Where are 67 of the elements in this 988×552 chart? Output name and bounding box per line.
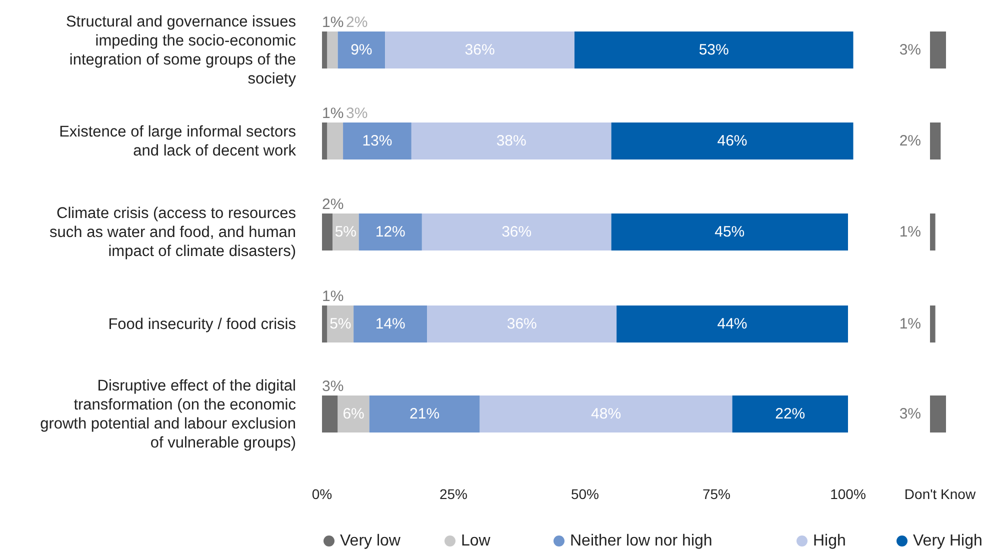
data-label: 2% <box>346 14 368 31</box>
data-label: 36% <box>506 316 537 332</box>
data-label: 1% <box>322 288 344 305</box>
data-label: 44% <box>717 316 748 332</box>
bar <box>327 32 338 68</box>
data-label: 3% <box>346 105 368 122</box>
data-label: 14% <box>375 316 406 332</box>
data-label: 3% <box>899 406 921 422</box>
data-label: 2% <box>899 132 921 150</box>
data-label: 3% <box>322 378 344 395</box>
x-tick-label: 50% <box>570 486 600 502</box>
bar <box>358 214 422 250</box>
bar <box>422 214 612 250</box>
data-label: 1% <box>899 316 921 332</box>
bar <box>322 396 338 432</box>
data-label: 22% <box>775 406 806 422</box>
bar <box>322 122 328 160</box>
bar <box>327 122 344 160</box>
legend-label: Very low <box>340 532 401 550</box>
data-label: 1% <box>322 14 344 31</box>
data-label: 9% <box>350 42 372 58</box>
legend-label: Very High <box>913 532 982 550</box>
bar <box>611 214 848 250</box>
data-label: 3% <box>899 42 921 58</box>
x-tick-label: 75% <box>702 486 731 502</box>
bar <box>322 306 328 342</box>
y-tick-label: Disruptive effect of the digital transformation (on the economic growth potential and labour exclusion of vulnerable groups) <box>40 377 296 451</box>
bar <box>332 214 359 250</box>
y-tick-label: Climate crisis (access to resources such as water and food, and human impact of climate disasters) <box>50 204 296 260</box>
data-label: 46% <box>717 132 748 150</box>
data-label: 21% <box>410 406 440 422</box>
bar <box>343 122 412 160</box>
data-label: 45% <box>714 224 745 240</box>
data-label: 12% <box>375 224 406 240</box>
y-tick-label: Food insecurity / food crisis <box>108 316 296 332</box>
y-tick-label: Existence of large informal sectors and lack of decent work <box>59 123 296 159</box>
bar <box>574 32 854 68</box>
data-label: 38% <box>496 132 526 150</box>
y-tick-label: Structural and governance issues impeding the socio-economic integration of some groups of the society <box>66 13 296 87</box>
bar <box>411 122 612 160</box>
bar <box>611 122 854 160</box>
data-label: 1% <box>322 105 344 122</box>
bar <box>322 32 328 68</box>
legend-label: High <box>813 532 846 550</box>
bar <box>338 396 370 432</box>
data-label: 48% <box>591 406 622 422</box>
x-tick-label: 100% <box>830 486 866 502</box>
data-label: 53% <box>698 42 729 58</box>
data-label: 36% <box>502 224 532 240</box>
bar <box>616 306 848 342</box>
bar <box>338 32 386 68</box>
x-tick-label: 25% <box>439 486 468 502</box>
x-tick-label: 0% <box>312 486 332 502</box>
data-label: 36% <box>464 42 495 58</box>
bar <box>385 32 574 68</box>
bar <box>427 306 617 342</box>
data-label: 2% <box>322 196 344 213</box>
bar <box>369 396 480 432</box>
x-axis-title: Don't Know <box>904 486 976 502</box>
bar <box>354 306 428 342</box>
legend-label: Neither low nor high <box>570 532 712 550</box>
bar <box>732 396 848 432</box>
bar <box>322 214 333 250</box>
data-label: 1% <box>899 224 921 240</box>
legend-label: Low <box>461 532 491 550</box>
bar <box>480 396 732 432</box>
data-label: 13% <box>362 132 392 150</box>
